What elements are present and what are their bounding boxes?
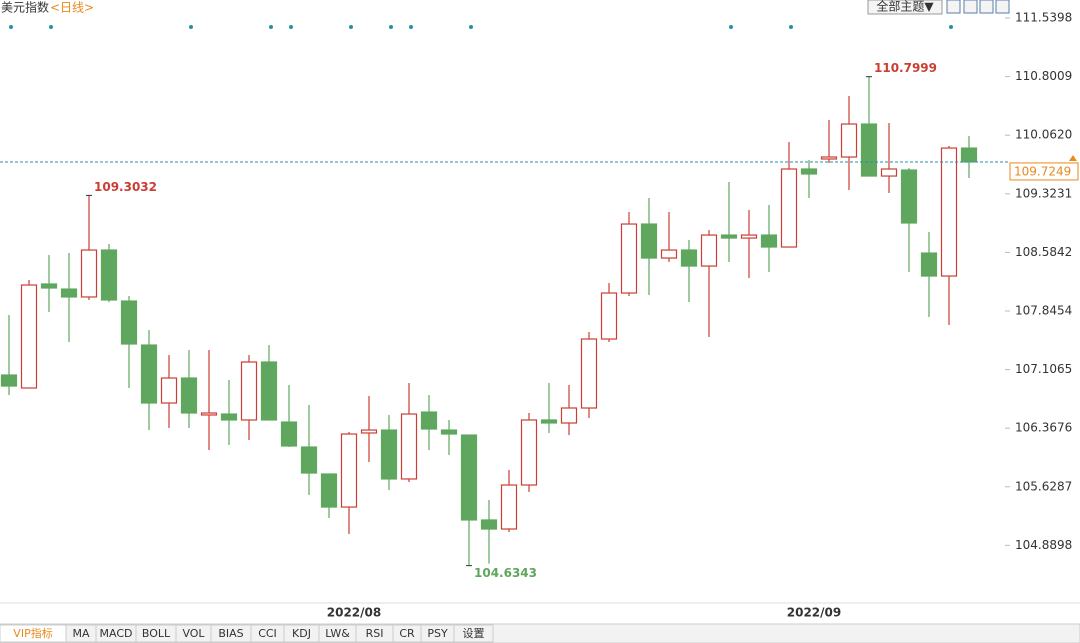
candle-body: [380, 429, 398, 480]
annotation-label: 110.7999: [874, 61, 937, 75]
candle-body: [40, 283, 58, 289]
y-tick-label: 107.1065: [1015, 362, 1072, 376]
tab-label[interactable]: VOL: [182, 627, 205, 640]
candle-body: [860, 123, 878, 177]
tab-label[interactable]: MA: [72, 627, 89, 640]
candle-body: [900, 169, 918, 224]
tab-label[interactable]: BIAS: [218, 627, 243, 640]
period[interactable]: <日线>: [50, 1, 94, 15]
y-tick-label: 108.5842: [1015, 245, 1072, 259]
tab-label[interactable]: VIP指标: [13, 626, 52, 640]
candle-body: [740, 234, 758, 239]
candle-body: [180, 377, 198, 414]
tab-label[interactable]: CCI: [258, 627, 277, 640]
y-tick-label: 107.8454: [1015, 303, 1072, 317]
candle-body: [120, 300, 138, 345]
candle-body: [540, 419, 558, 424]
candle-body: [440, 429, 458, 435]
candle-body: [800, 168, 818, 175]
candle-body: [100, 249, 118, 301]
y-tick-label: 110.8009: [1015, 69, 1072, 83]
candle-body: [760, 234, 778, 248]
candle-body: [140, 344, 158, 404]
candle-body: [700, 234, 718, 267]
candle-body: [780, 168, 798, 248]
last-price-label: 109.7249: [1014, 164, 1071, 178]
theme-button[interactable]: 全部主题▼: [876, 0, 934, 14]
chart-title: 美元指数: [1, 0, 49, 15]
candle-body: [0, 374, 18, 387]
candle-body: [660, 249, 678, 259]
last-price-box: [1009, 162, 1079, 181]
candle-body: [500, 484, 518, 530]
candle-body: [420, 411, 438, 430]
event-dots[interactable]: [9, 25, 953, 29]
tab[interactable]: [453, 624, 494, 643]
candle-body: [840, 123, 858, 158]
candle-body: [640, 223, 658, 259]
annotation-label: 104.6343: [474, 566, 537, 580]
candle-body: [920, 252, 938, 277]
y-tick-label: 109.3231: [1015, 186, 1072, 200]
candle-body: [320, 473, 338, 508]
candle-body: [820, 156, 838, 160]
tab-label[interactable]: CR: [399, 627, 415, 640]
candle-body: [680, 249, 698, 267]
tab-label[interactable]: RSI: [366, 627, 384, 640]
tab-label[interactable]: LW&: [325, 627, 350, 640]
candle-body: [200, 412, 218, 416]
candle-body: [360, 429, 378, 434]
y-tick-label: 105.6287: [1015, 479, 1072, 493]
x-tick-label: 2022/09: [787, 606, 841, 620]
tab-label[interactable]: PSY: [427, 627, 448, 640]
candle-body: [560, 407, 578, 424]
candle-body: [160, 377, 178, 404]
candle-body: [340, 433, 358, 508]
candle-body: [620, 223, 638, 294]
y-tick-label: 106.3676: [1015, 421, 1072, 435]
annotation-label: 109.3032: [94, 180, 157, 194]
y-tick-label: 104.8898: [1015, 538, 1072, 552]
candle-body: [580, 338, 598, 409]
candle-body: [480, 519, 498, 530]
tab-label[interactable]: KDJ: [292, 627, 311, 640]
x-tick-label: 2022/08: [327, 606, 381, 620]
candle-body: [460, 434, 478, 521]
candle-body: [260, 361, 278, 421]
candle-body: [520, 419, 538, 486]
tab-label[interactable]: BOLL: [142, 627, 171, 640]
toolbar-icons[interactable]: [946, 0, 1010, 14]
tab-label[interactable]: MACD: [100, 627, 133, 640]
candle-body: [80, 249, 98, 298]
candle-body: [400, 413, 418, 480]
candle-body: [20, 284, 38, 389]
y-tick-label: 110.0620: [1015, 128, 1072, 142]
candle-body: [720, 234, 738, 239]
last-price-arrow: [1069, 154, 1077, 161]
candle-body: [960, 147, 978, 163]
candle-body: [300, 446, 318, 474]
y-tick-label: 111.5398: [1015, 11, 1072, 25]
candle-body: [220, 413, 238, 421]
candle-body: [880, 168, 898, 177]
candle-body: [280, 421, 298, 447]
candle-body: [600, 292, 618, 340]
candle-body: [240, 361, 258, 421]
theme-button-box[interactable]: [867, 0, 943, 15]
candle-body: [940, 147, 958, 277]
candle-body: [60, 288, 78, 298]
tab-label[interactable]: 设置: [463, 627, 485, 640]
